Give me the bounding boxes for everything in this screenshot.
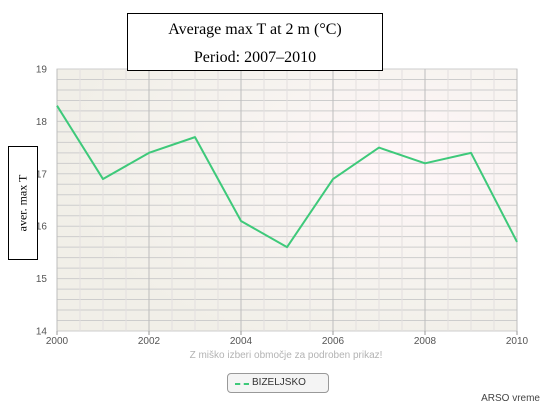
y-tick-label: 14	[36, 327, 48, 338]
y-tick-label: 18	[36, 117, 48, 128]
data-point[interactable]	[377, 146, 381, 150]
zoom-hint: Z miško izberi območje za podroben prika…	[189, 350, 383, 361]
data-point[interactable]	[285, 245, 289, 249]
data-point[interactable]	[239, 219, 243, 223]
chart-subtitle: Period: 2007–2010	[193, 49, 317, 66]
legend-label[interactable]: BIZELJSKO	[252, 377, 306, 388]
data-point[interactable]	[331, 177, 335, 181]
x-tick-label: 2000	[46, 336, 69, 347]
y-tick-labels: 14 15 16 17 18 19	[36, 65, 48, 338]
data-point[interactable]	[101, 177, 105, 181]
data-point[interactable]	[469, 151, 473, 155]
data-point[interactable]	[515, 240, 519, 244]
series-lines[interactable]	[55, 104, 519, 249]
vertical-gridlines	[56, 69, 518, 331]
x-tick-label: 2008	[414, 336, 437, 347]
data-point[interactable]	[423, 161, 427, 165]
series-line[interactable]	[56, 105, 518, 249]
legend[interactable]: BIZELJSKO	[227, 373, 329, 393]
data-point[interactable]	[55, 104, 59, 108]
x-tick-labels: 2000 2002 2004 2006 2008 2010	[46, 331, 529, 347]
x-tick-label: 2010	[506, 336, 529, 347]
y-tick-label: 19	[36, 65, 48, 76]
x-tick-label: 2006	[322, 336, 345, 347]
chart-title: Average max T at 2 m (°C)	[168, 21, 342, 38]
chart-title-box: Average max T at 2 m (°C) Period: 2007–2…	[127, 13, 383, 71]
y-axis-label: aver. max T	[15, 174, 30, 232]
legend-swatch	[235, 383, 249, 385]
y-tick-label: 15	[36, 274, 48, 285]
y-tick-label: 16	[36, 222, 48, 233]
y-axis-label-box: aver. max T	[8, 146, 38, 260]
credit-text[interactable]: ARSO vreme	[481, 393, 540, 404]
x-tick-label: 2004	[230, 336, 253, 347]
data-point[interactable]	[193, 135, 197, 139]
data-point[interactable]	[147, 151, 151, 155]
y-tick-label: 17	[36, 169, 48, 180]
x-tick-label: 2002	[138, 336, 161, 347]
